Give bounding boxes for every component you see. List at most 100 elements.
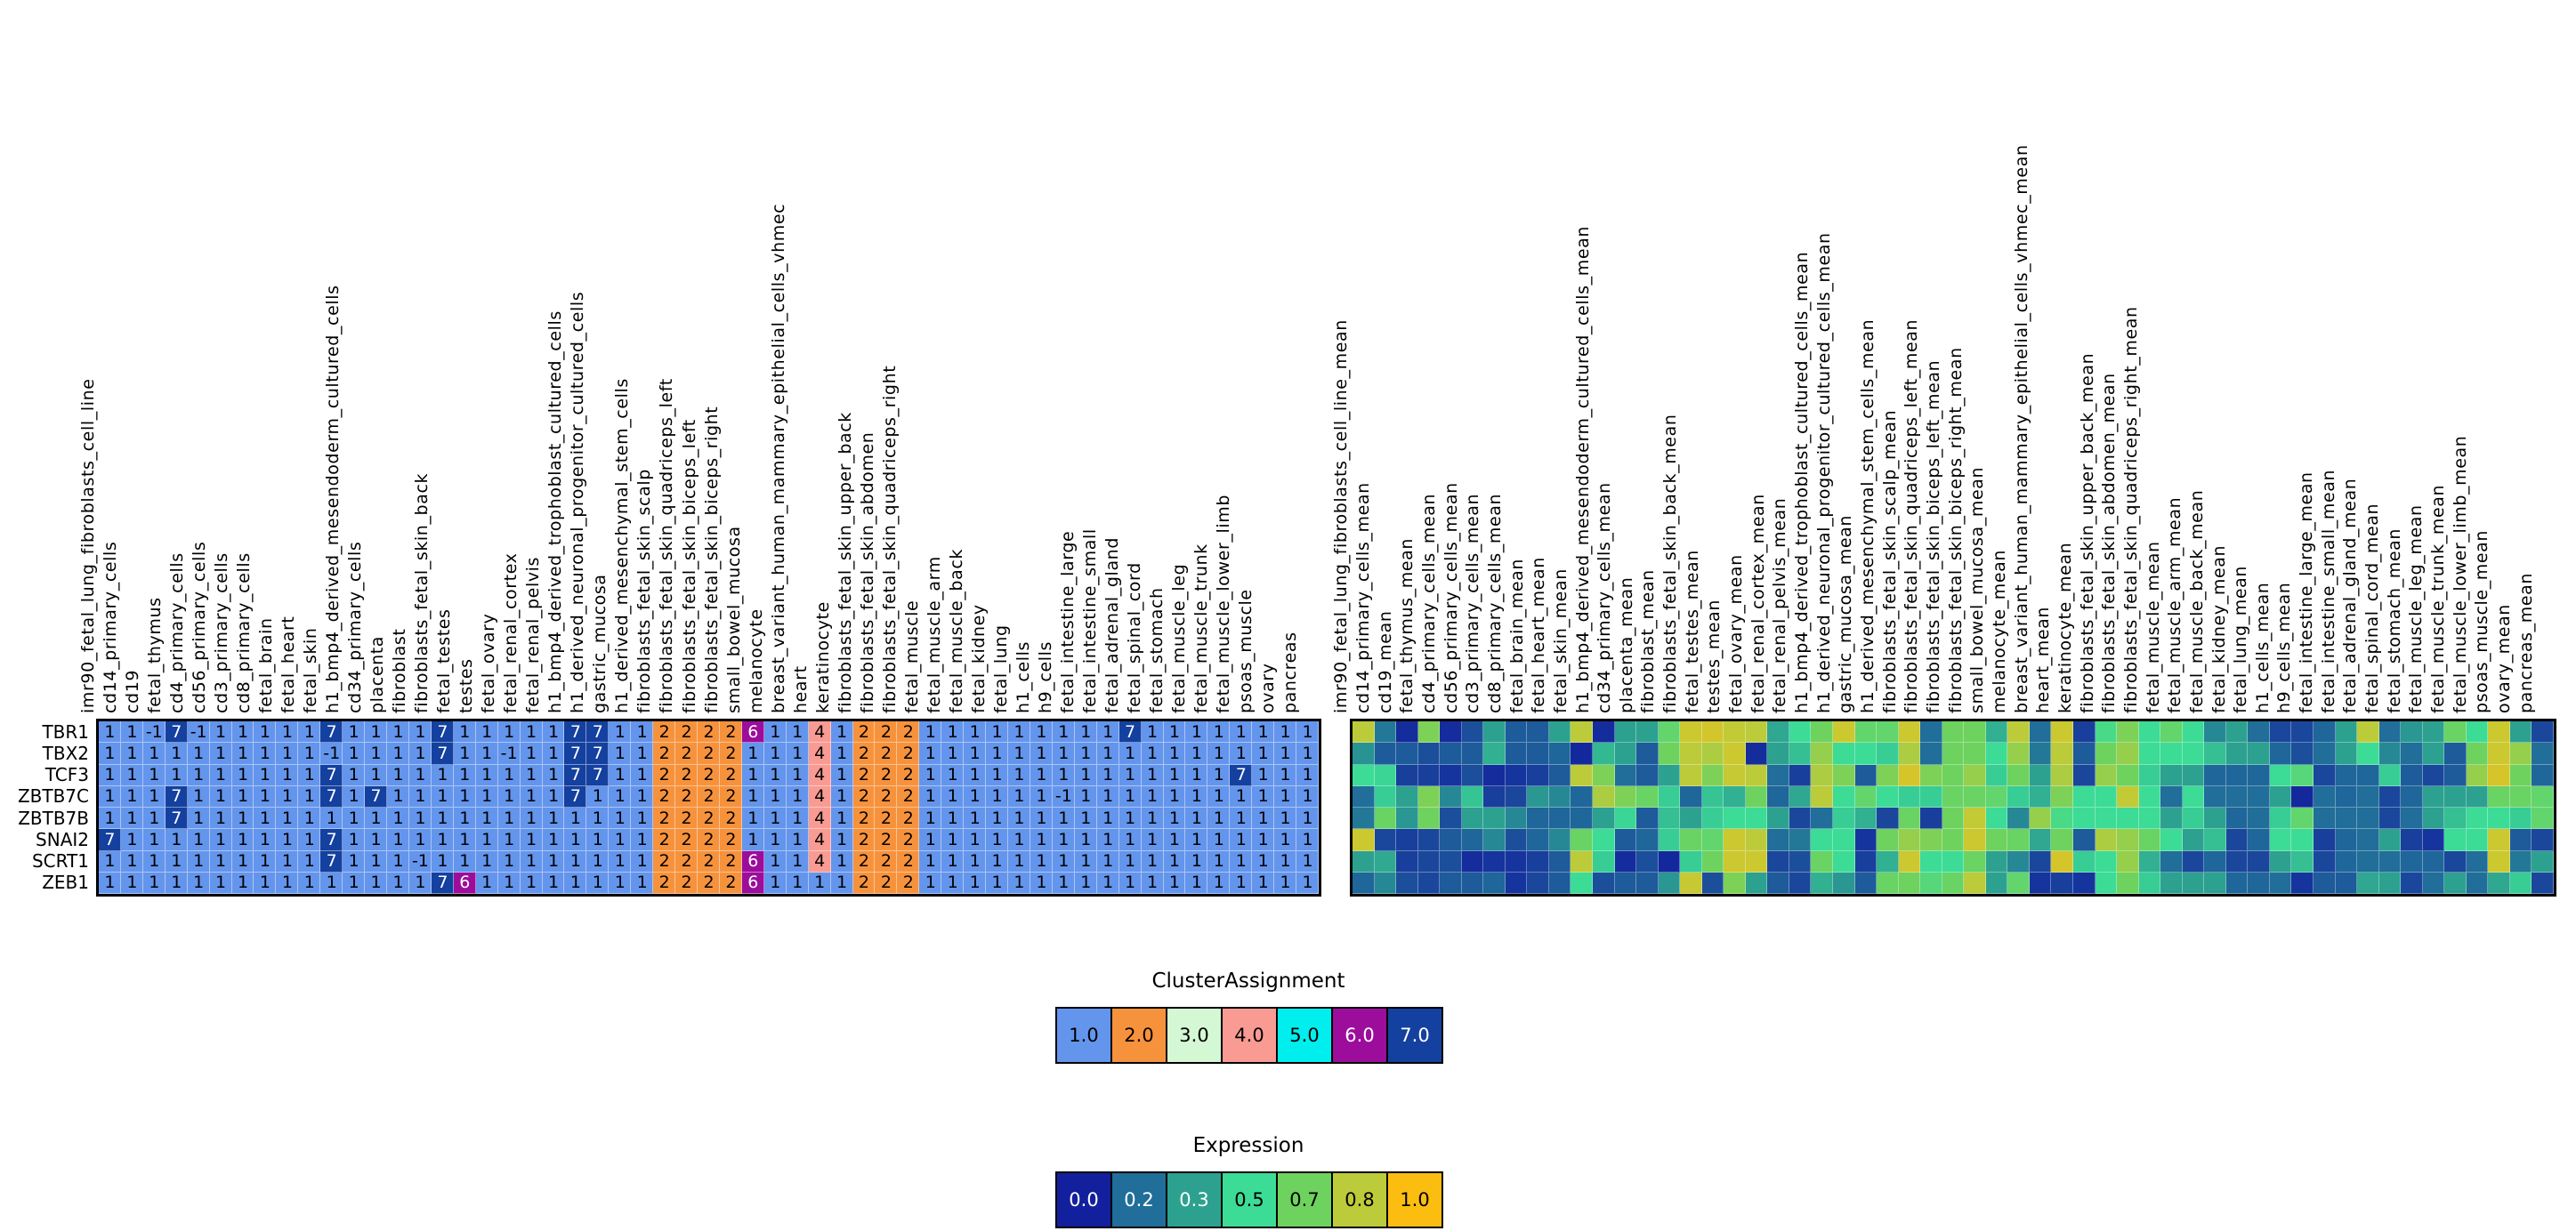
cluster-cell: 1	[1207, 872, 1231, 894]
cluster-cell: 1	[1185, 808, 1208, 830]
expression-cell	[1745, 872, 1768, 894]
expression-cell	[1636, 829, 1659, 851]
cluster-cell: 1	[120, 785, 143, 808]
cluster-cell: 1	[276, 721, 299, 744]
expression-cell	[2335, 785, 2358, 808]
expression-cell	[2509, 785, 2532, 808]
expression-cell	[2314, 808, 2336, 830]
cluster-cell: 2	[897, 872, 920, 894]
expression-cell	[1680, 785, 1702, 808]
expression-cell	[1461, 743, 1484, 765]
cluster-cell: 1	[142, 872, 166, 894]
cluster-cell: 1	[343, 721, 366, 744]
cluster-cell: 1	[1296, 785, 1319, 808]
cluster-cell: 2	[897, 721, 920, 744]
expression-cell	[1920, 743, 1942, 765]
cluster-cell: 1	[1141, 743, 1164, 765]
expression-legend-swatch: 0.3	[1166, 1171, 1223, 1228]
expression-cell	[2007, 850, 2030, 873]
cluster-cell: 1	[542, 743, 565, 765]
cluster-legend-swatch: 1.0	[1055, 1007, 1112, 1064]
expression-cell	[1920, 785, 1942, 808]
cluster-cell: 1	[830, 764, 853, 786]
cluster-cell: 1	[1118, 829, 1142, 851]
expression-cell	[2051, 808, 2073, 830]
cluster-cell: 1	[453, 743, 476, 765]
expression-cell	[1680, 872, 1702, 894]
expression-cell	[1396, 850, 1418, 873]
expression-cell	[2291, 764, 2314, 786]
expression-cell	[2444, 785, 2467, 808]
expression-cell	[1571, 872, 1593, 894]
cluster-cell: 7	[320, 785, 343, 808]
cluster-cell: 1	[497, 850, 521, 873]
cluster-cell: 7	[365, 785, 388, 808]
cluster-cell: 1	[631, 872, 654, 894]
cluster-cell: 1	[1163, 850, 1186, 873]
cluster-cell: 1	[254, 721, 277, 744]
expression-cell	[2160, 743, 2183, 765]
cluster-cell: 1	[99, 850, 121, 873]
expression-cell	[1548, 743, 1571, 765]
expression-cell	[1593, 743, 1615, 765]
expression-legend-swatch: 1.0	[1386, 1171, 1443, 1228]
cluster-cell: 1	[231, 721, 254, 744]
expression-cell	[1636, 850, 1659, 873]
cluster-cell: 1	[254, 785, 277, 808]
expression-cell	[1920, 872, 1942, 894]
expression-cell	[1920, 808, 1942, 830]
expression-cell	[1680, 808, 1702, 830]
expression-cell	[2182, 808, 2205, 830]
column-label: fetal_stomach_mean	[2384, 527, 2404, 713]
cluster-cell: 1	[365, 764, 388, 786]
cluster-cell: 1	[276, 743, 299, 765]
cluster-cell: 1	[741, 785, 764, 808]
expression-cell	[1658, 785, 1681, 808]
expression-cell	[2269, 785, 2292, 808]
cluster-cell: 1	[1074, 829, 1097, 851]
column-label: h9_cells	[1036, 640, 1056, 713]
expression-cell	[2357, 721, 2379, 744]
cluster-cell: 1	[609, 785, 632, 808]
expression-cell	[2073, 808, 2096, 830]
expression-cell	[2073, 829, 2096, 851]
expression-cell	[2509, 829, 2532, 851]
expression-cell	[2051, 829, 2073, 851]
column-label: cd14_primary_cells	[100, 541, 120, 713]
expression-cell	[1964, 721, 1986, 744]
cluster-cell: 1	[408, 785, 432, 808]
cluster-cell: 1	[408, 808, 432, 830]
cluster-cell: 4	[808, 850, 831, 873]
cluster-legend-swatch: 7.0	[1386, 1007, 1443, 1064]
cluster-cell: 1	[586, 808, 610, 830]
cluster-cell: 2	[852, 785, 876, 808]
expression-cell	[2269, 808, 2292, 830]
cluster-cell: -1	[187, 721, 210, 744]
expression-cell	[1636, 785, 1659, 808]
expression-cell	[1942, 764, 1965, 786]
column-label: keratinocyte	[812, 601, 833, 713]
expression-cell	[2248, 785, 2270, 808]
cluster-cell: 1	[1052, 829, 1075, 851]
expression-cell	[2248, 872, 2270, 894]
expression-cell	[2204, 872, 2226, 894]
expression-cell	[1548, 785, 1571, 808]
expression-cell	[1461, 808, 1484, 830]
expression-cell	[2073, 785, 2096, 808]
cluster-cell: 7	[586, 743, 610, 765]
expression-cell	[1593, 764, 1615, 786]
cluster-cell: 1	[986, 872, 1008, 894]
cluster-cell: 7	[431, 743, 454, 765]
cluster-cell: 1	[1141, 785, 1164, 808]
cluster-cell: 1	[1185, 872, 1208, 894]
cluster-cell: 1	[1163, 829, 1186, 851]
expression-cell	[1374, 743, 1397, 765]
cluster-cell: 1	[142, 829, 166, 851]
expression-cell	[1942, 829, 1965, 851]
column-label: cd56_primary_cells	[189, 541, 209, 713]
cluster-cell: 1	[609, 872, 632, 894]
cluster-cell: 1	[941, 785, 965, 808]
expression-cell	[2117, 872, 2139, 894]
expression-cell	[1396, 721, 1418, 744]
expression-cell	[1833, 743, 1855, 765]
